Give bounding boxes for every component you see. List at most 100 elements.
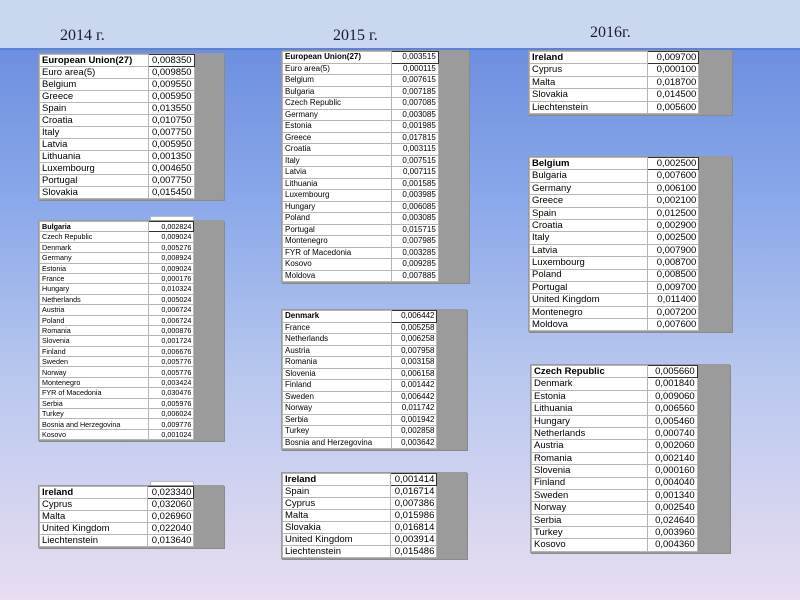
value-cell: 0,002900 — [647, 218, 700, 233]
grey-spacer-cell — [193, 138, 224, 151]
value-cell: 0,017815 — [391, 131, 439, 144]
value-cell: 0,006024 — [147, 408, 195, 420]
grey-spacer-cell — [193, 522, 223, 535]
value-cell: 0,005024 — [147, 293, 195, 306]
value-cell: 0,026960 — [147, 510, 195, 523]
grey-spacer-cell — [436, 473, 466, 486]
value-cell: 0,007985 — [391, 235, 439, 248]
country-cell: Ireland — [528, 50, 649, 65]
table-row: Serbia 0,001942 — [282, 413, 466, 426]
country-cell: Ireland — [38, 486, 149, 499]
country-cell: Euro area(5) — [281, 62, 393, 75]
country-cell: Norway — [282, 402, 392, 415]
table-edge-fragment — [150, 216, 194, 221]
grey-spacer-cell — [193, 114, 224, 127]
value-cell: 0,003642 — [390, 436, 438, 449]
table-row: Moldova 0,007885 — [281, 269, 469, 282]
table-2015-ireland-group: Ireland 0,001414 Spain 0,016714 Cyprus 0,0073… — [281, 472, 467, 559]
country-cell: Slovenia — [282, 367, 392, 380]
country-cell: Turkey — [531, 526, 648, 540]
table-row: Belgium 0,002500 — [528, 156, 731, 171]
grey-spacer-cell — [193, 387, 223, 399]
country-cell: Estonia — [39, 262, 149, 274]
country-cell: Liechtenstein — [528, 100, 649, 114]
value-cell: 0,006442 — [390, 310, 438, 323]
country-cell: Czech Republic — [281, 97, 393, 110]
grey-spacer-cell — [437, 74, 469, 87]
country-cell: Croatia — [528, 218, 649, 233]
grey-spacer-cell — [193, 174, 224, 187]
value-cell: 0,005776 — [147, 356, 195, 368]
grey-spacer-cell — [193, 314, 223, 326]
country-cell: Belgium — [528, 156, 649, 171]
country-cell: Bulgaria — [528, 169, 649, 183]
grey-spacer-cell — [698, 280, 731, 295]
table-row: Kosovo 0,004360 — [531, 538, 730, 552]
value-cell: 0,007750 — [147, 174, 195, 187]
value-cell: 0,009060 — [646, 389, 698, 404]
country-cell: United Kingdom — [281, 533, 392, 546]
value-cell: 0,000115 — [391, 62, 439, 75]
grey-spacer-cell — [698, 243, 731, 258]
table-row: Spain 0,013550 — [39, 102, 224, 115]
grey-spacer-cell — [698, 268, 731, 282]
table-2014-bulgaria-group: Bulgaria 0,002824 Czech Republic 0,009024 De… — [38, 220, 224, 442]
table-2016-czech-group: Czech Republic 0,005660 Denmark 0,001840 Est… — [530, 364, 730, 553]
grey-spacer-cell — [193, 293, 223, 306]
grey-spacer-cell — [193, 324, 223, 337]
table-row: Liechtenstein 0,005600 — [528, 100, 731, 114]
country-cell: Spain — [528, 206, 649, 220]
table-row: Germany 0,003085 — [281, 108, 469, 121]
table-row: Latvia 0,007115 — [281, 166, 469, 179]
country-cell: Kosovo — [531, 538, 648, 552]
value-cell: 0,007885 — [391, 269, 439, 282]
country-cell: Norway — [531, 501, 648, 515]
country-cell: France — [282, 321, 392, 334]
table-row: Croatia 0,010750 — [39, 114, 224, 127]
table-row: Slovakia 0,014500 — [528, 88, 731, 102]
grey-spacer-cell — [436, 310, 466, 323]
grey-spacer-cell — [437, 258, 469, 271]
table-row: France 0,005258 — [282, 321, 466, 334]
table-row: Austria 0,002060 — [531, 439, 730, 453]
table-row: Belgium 0,007615 — [281, 74, 469, 87]
value-cell: 0,004360 — [646, 538, 698, 552]
value-cell: 0,006085 — [391, 200, 439, 213]
country-cell: Kosovo — [39, 428, 149, 441]
table-row: Greece 0,017815 — [281, 131, 469, 144]
grey-spacer-cell — [696, 402, 730, 416]
table-row: Malta 0,015986 — [281, 509, 466, 522]
country-cell: Croatia — [281, 143, 393, 156]
grey-spacer-cell — [436, 436, 466, 449]
country-cell: Hungary — [531, 414, 648, 428]
grey-spacer-cell — [193, 186, 224, 199]
table-row: Estonia 0,009060 — [531, 389, 730, 404]
table-row: Estonia 0,001985 — [281, 120, 469, 133]
grey-spacer-cell — [696, 377, 730, 391]
table-row: Romania 0,002140 — [531, 451, 730, 466]
value-cell: 0,010324 — [147, 283, 195, 295]
value-cell: 0,006100 — [647, 181, 700, 196]
country-cell: Portugal — [39, 174, 149, 187]
grey-spacer-cell — [436, 425, 466, 438]
value-cell: 0,005276 — [147, 241, 195, 254]
table-row: Slovakia 0,015450 — [39, 186, 224, 199]
country-cell: Serbia — [531, 513, 648, 528]
table-row: Lithuania 0,006560 — [531, 402, 730, 416]
table-row: Romania 0,000876 — [39, 324, 223, 337]
table-row: Turkey 0,003960 — [531, 526, 730, 540]
grey-spacer-cell — [193, 335, 223, 347]
table-row: Bosnia and Herzegovina 0,003642 — [282, 436, 466, 449]
table-row: Turkey 0,002858 — [282, 425, 466, 438]
country-cell: Germany — [39, 252, 149, 264]
value-cell: 0,006158 — [390, 367, 438, 380]
table-row: Slovenia 0,006158 — [282, 367, 466, 380]
table-row: Serbia 0,024640 — [531, 513, 730, 528]
country-cell: Sweden — [39, 356, 149, 368]
grey-spacer-cell — [193, 262, 223, 274]
grey-spacer-cell — [698, 318, 731, 332]
country-cell: Czech Republic — [39, 231, 149, 243]
grey-spacer-cell — [698, 218, 731, 233]
table-row: Turkey 0,006024 — [39, 408, 223, 420]
table-row: Norway 0,011742 — [282, 402, 466, 415]
